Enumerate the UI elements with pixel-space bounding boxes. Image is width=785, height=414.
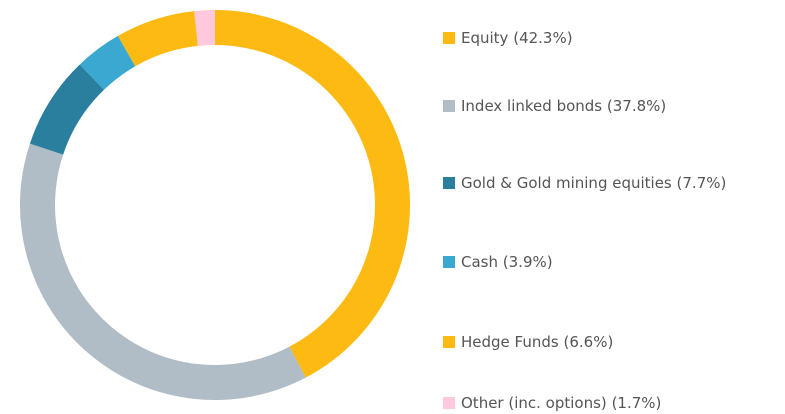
donut-segment xyxy=(19,143,306,400)
legend-value: (6.6%) xyxy=(564,333,614,351)
legend-label: Hedge Funds (6.6%) xyxy=(461,333,613,351)
legend-swatch xyxy=(443,256,455,268)
legend-value: (3.9%) xyxy=(503,253,553,271)
legend-value: (37.8%) xyxy=(607,97,666,115)
legend-swatch xyxy=(443,100,455,112)
legend-label: Equity (42.3%) xyxy=(461,29,573,47)
legend-swatch xyxy=(443,336,455,348)
legend-category: Other (inc. options) xyxy=(461,394,607,412)
donut-segment xyxy=(117,11,198,67)
donut-segment xyxy=(215,10,410,378)
legend-label: Index linked bonds (37.8%) xyxy=(461,97,666,115)
legend-value: (7.7%) xyxy=(677,174,727,192)
legend-swatch xyxy=(443,32,455,44)
legend-swatch xyxy=(443,177,455,189)
legend-label: Other (inc. options) (1.7%) xyxy=(461,394,661,412)
donut-segment xyxy=(194,10,215,46)
legend-swatch xyxy=(443,397,455,409)
legend-value: (42.3%) xyxy=(513,29,572,47)
legend-category: Hedge Funds xyxy=(461,333,559,351)
legend-category: Index linked bonds xyxy=(461,97,602,115)
legend-category: Equity xyxy=(461,29,509,47)
legend-label: Cash (3.9%) xyxy=(461,253,553,271)
legend-category: Cash xyxy=(461,253,498,271)
legend-label: Gold & Gold mining equities (7.7%) xyxy=(461,174,726,192)
legend-value: (1.7%) xyxy=(612,394,662,412)
donut-segment xyxy=(79,35,136,90)
legend-category: Gold & Gold mining equities xyxy=(461,174,672,192)
donut-segment xyxy=(29,64,105,155)
